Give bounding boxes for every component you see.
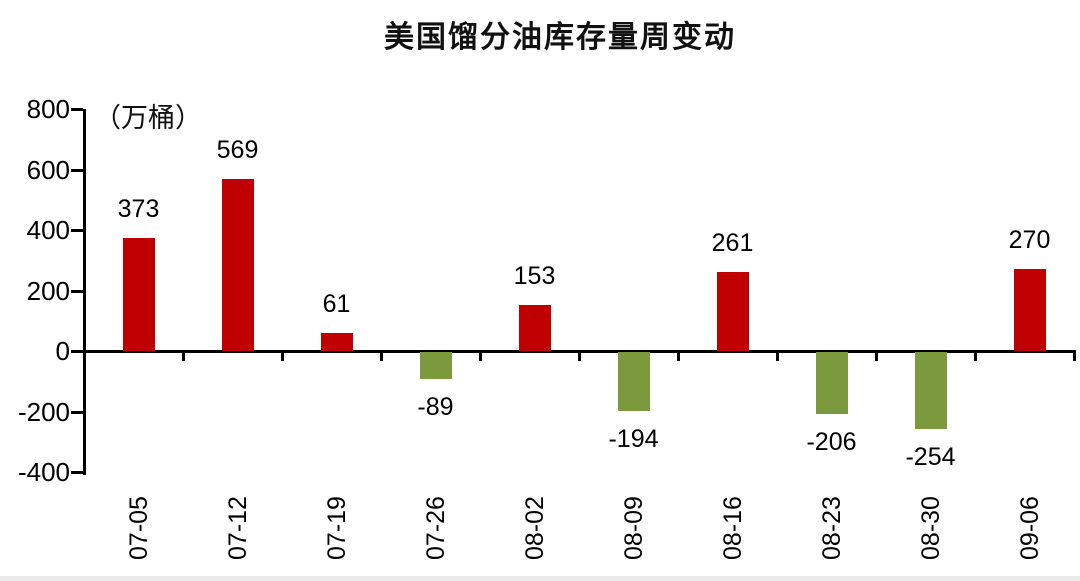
bar-value-label: 373 <box>117 195 160 224</box>
x-category-label: 09-06 <box>1015 496 1044 560</box>
bar-value-label: 153 <box>513 261 556 290</box>
y-tick-label: 200 <box>26 275 70 306</box>
x-category-label: 08-09 <box>619 496 648 560</box>
x-category-label: 08-30 <box>916 496 945 560</box>
y-axis-line <box>83 109 86 475</box>
bar-negative <box>815 352 848 415</box>
x-tick <box>875 352 878 361</box>
bar-value-label: 61 <box>322 289 351 318</box>
y-tick-label: 600 <box>26 154 70 185</box>
bar-positive <box>320 332 353 351</box>
image-bottom-border <box>0 576 1080 581</box>
x-category-label: 08-02 <box>520 496 549 560</box>
x-category-label: 07-05 <box>124 496 153 560</box>
bar-positive <box>122 238 155 351</box>
y-tick-label: 800 <box>26 94 70 124</box>
bar-value-label: -206 <box>806 428 857 457</box>
x-tick <box>1073 352 1076 361</box>
x-category-label: 07-19 <box>322 496 351 560</box>
bar-negative <box>419 352 452 379</box>
y-tick <box>71 168 83 172</box>
y-tick <box>71 229 83 232</box>
y-tick <box>71 410 83 414</box>
x-tick <box>182 352 185 361</box>
bar-positive <box>1013 269 1046 351</box>
x-tick <box>281 352 284 361</box>
bar-positive <box>518 304 551 351</box>
bar-value-label: 261 <box>711 229 754 258</box>
bar-value-label: -254 <box>905 442 956 471</box>
y-tick <box>71 289 83 293</box>
x-tick <box>380 352 383 361</box>
bar-positive <box>221 178 254 351</box>
y-tick <box>71 471 83 474</box>
x-category-label: 08-16 <box>718 496 747 560</box>
y-tick-label: 400 <box>26 215 70 245</box>
y-tick <box>71 350 83 353</box>
bar-positive <box>716 272 749 351</box>
y-tick <box>71 108 83 111</box>
x-axis-line <box>83 350 1076 353</box>
y-tick-label: -400 <box>17 457 70 487</box>
bar-value-label: 270 <box>1008 226 1051 255</box>
x-tick <box>776 352 779 361</box>
x-category-label: 08-23 <box>817 496 846 560</box>
x-tick <box>974 352 977 361</box>
chart-title: 美国馏分油库存量周变动 <box>384 21 736 54</box>
bar-value-label: 569 <box>216 135 259 164</box>
x-tick <box>677 352 680 361</box>
x-category-label: 07-26 <box>421 496 450 560</box>
x-category-label: 07-12 <box>223 496 252 560</box>
y-axis-unit-label: （万桶） <box>94 103 202 133</box>
x-tick <box>479 352 482 361</box>
bar-negative <box>617 352 650 411</box>
y-tick-label: -200 <box>17 396 70 427</box>
bar-value-label: -194 <box>608 424 659 453</box>
bar-negative <box>914 352 947 429</box>
x-tick <box>578 352 581 361</box>
y-tick-label: 0 <box>55 336 70 366</box>
bar-value-label: -89 <box>417 392 454 421</box>
